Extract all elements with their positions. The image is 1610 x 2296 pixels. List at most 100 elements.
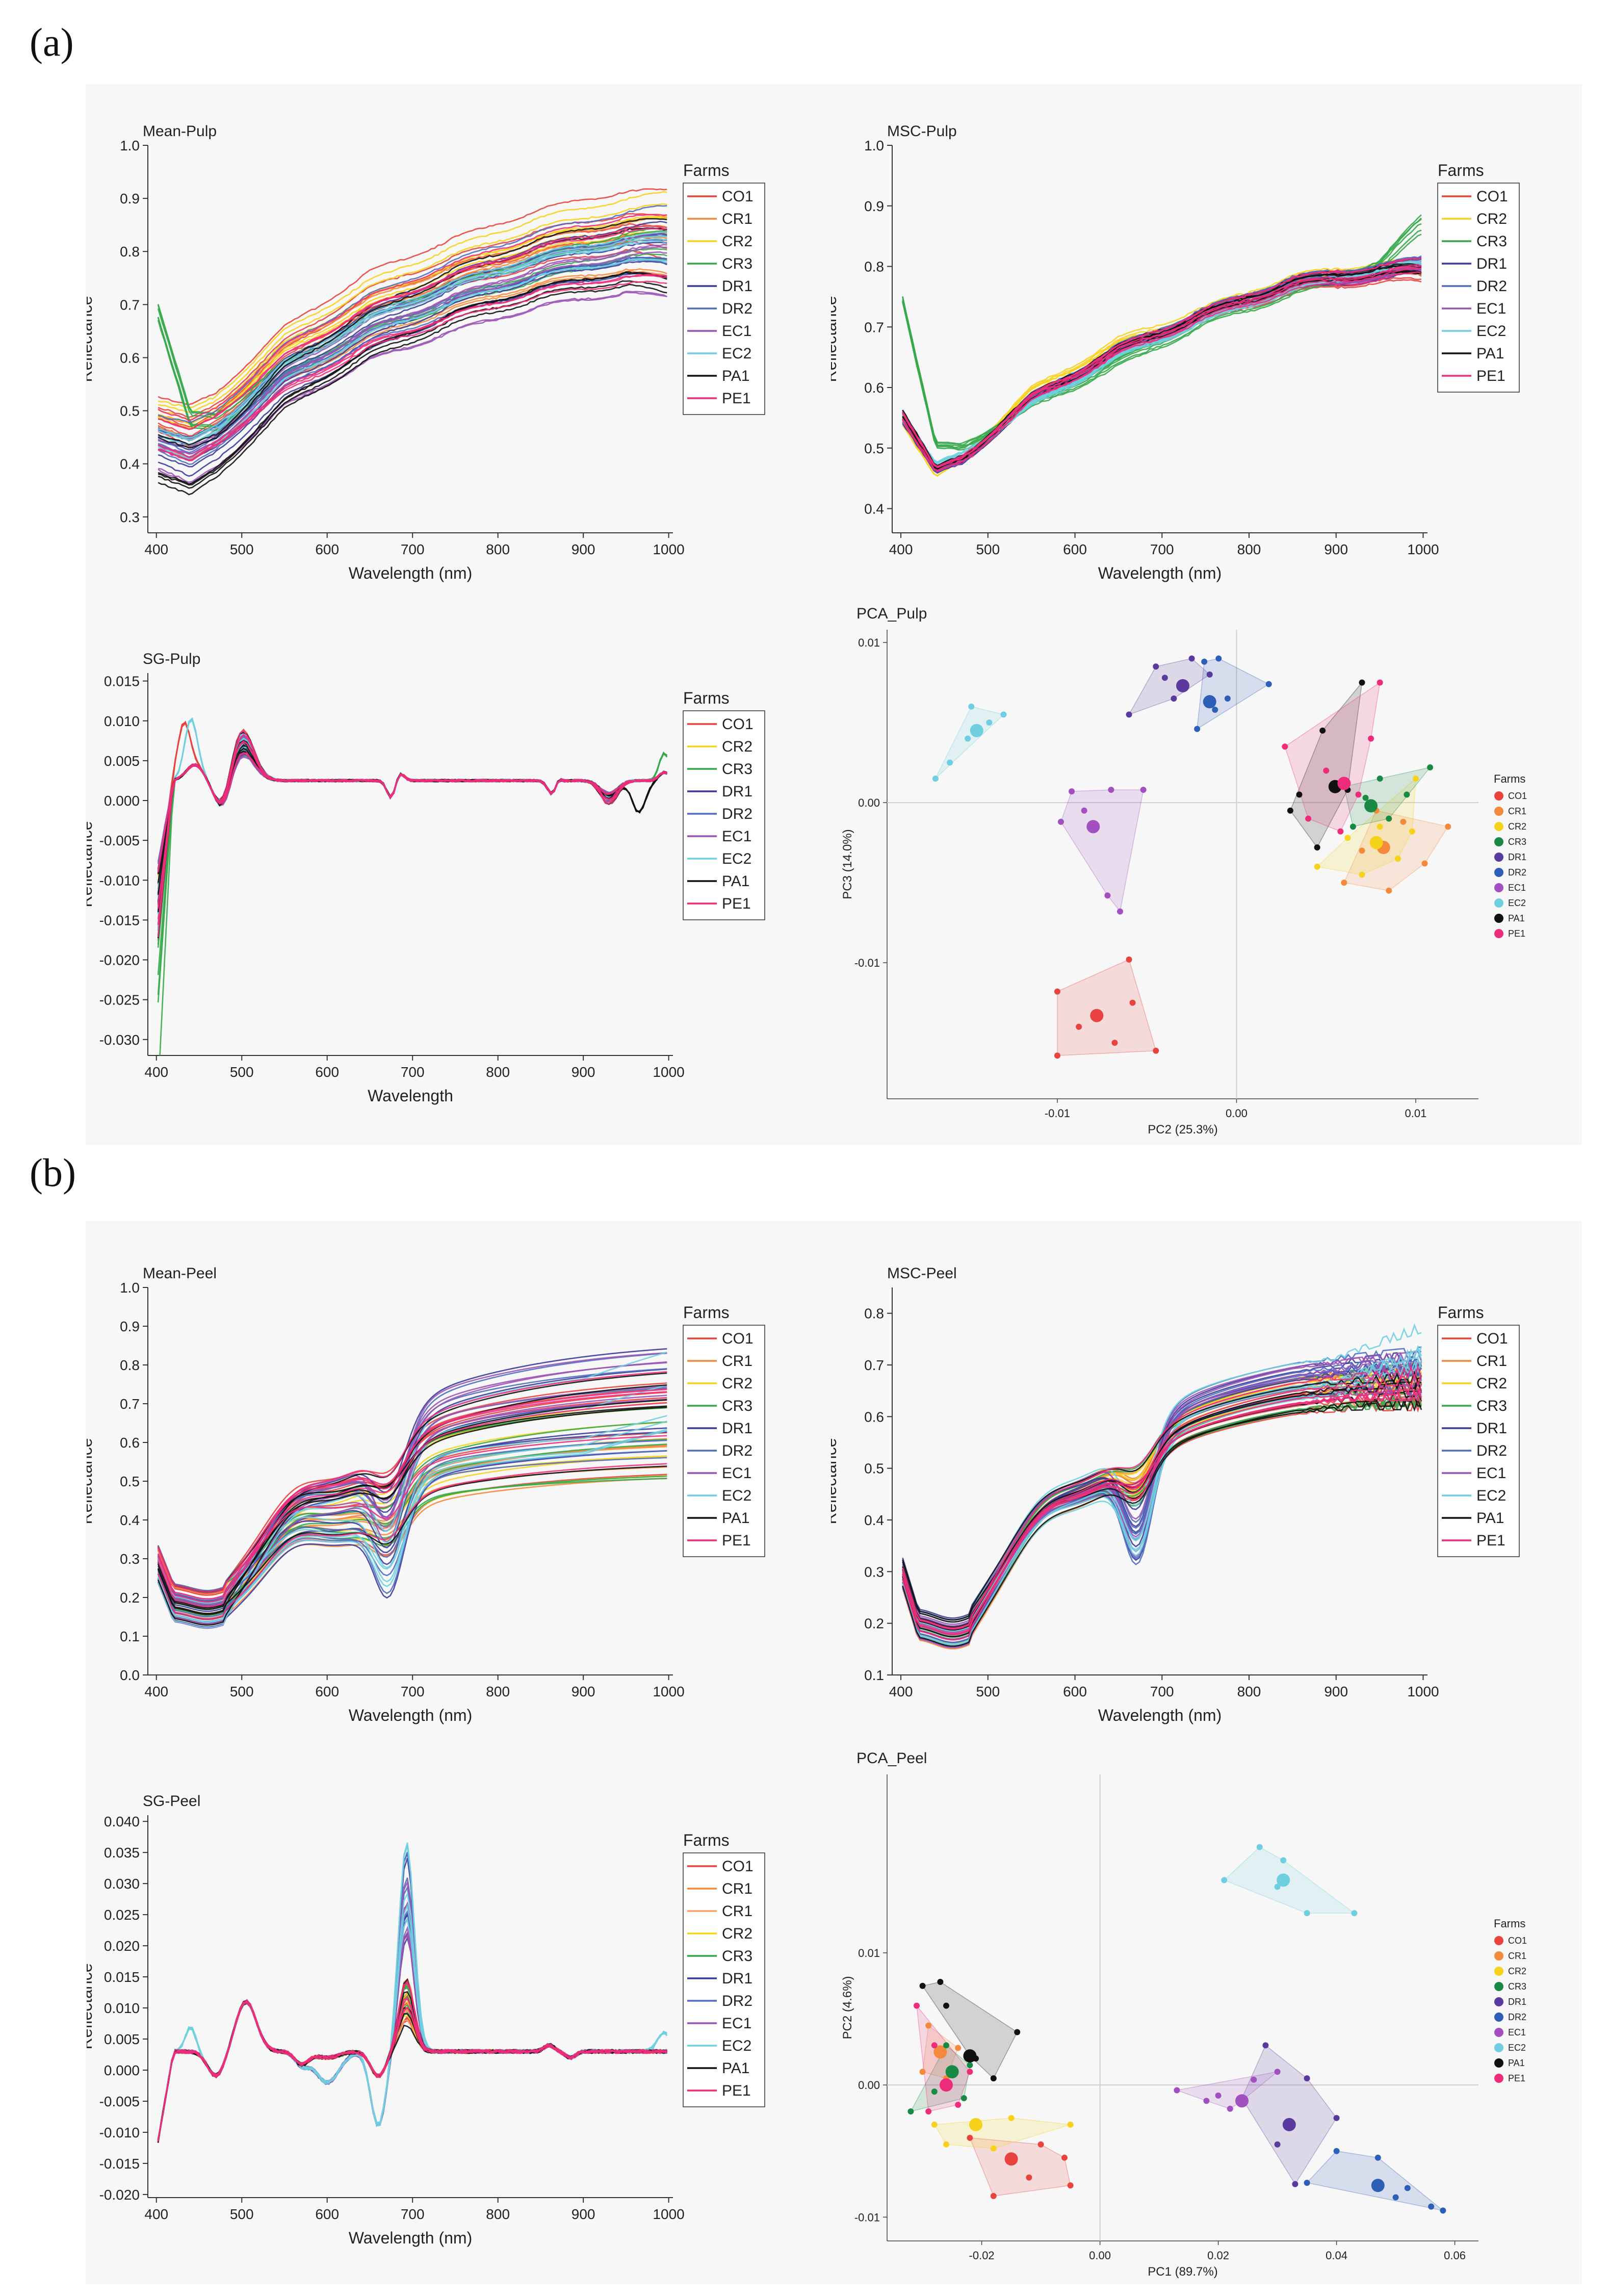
spectrum-line-dr1: [158, 260, 667, 468]
chart-title: MSC-Pulp: [887, 123, 957, 140]
legend-label-ec1: EC1: [722, 1465, 751, 1482]
chart-title: Mean-Pulp: [143, 123, 217, 140]
y-tick-label: 0.1: [120, 1629, 140, 1644]
y-tick-label: 0.4: [864, 1512, 884, 1528]
spectrum-line-co1: [158, 188, 667, 405]
legend-label-dr2: DR2: [1508, 867, 1526, 878]
spectra-group: [157, 1348, 667, 1629]
point-cr1: [1359, 847, 1365, 854]
point-co1: [1054, 1052, 1060, 1059]
spectrum-line-pa1: [902, 1371, 1422, 1621]
spectrum-line-pe1: [902, 267, 1422, 472]
y-tick-label: 0.7: [864, 1357, 884, 1373]
point-cr2: [1412, 776, 1419, 782]
y-tick-label: 0.5: [120, 403, 140, 419]
x-tick-label: 0.02: [1207, 2249, 1229, 2262]
legend-label-cr3: CR3: [722, 255, 752, 272]
legend-label-cr1: CR1: [722, 1903, 752, 1920]
point-pe1: [1337, 828, 1344, 835]
legend-marker-co1: [1494, 791, 1503, 801]
y-tick-label: 0.1: [864, 1667, 884, 1683]
point-co1: [1126, 956, 1132, 963]
y-tick-label: 0.2: [864, 1616, 884, 1632]
centroid-dr1: [1176, 679, 1189, 692]
legend-label-dr2: DR2: [722, 1993, 752, 2009]
spectrum-line-pe1: [157, 740, 667, 909]
point-cr1: [1445, 823, 1451, 830]
point-pa1: [1296, 791, 1303, 798]
point-pa1: [1014, 2029, 1021, 2035]
hull-dr1: [1128, 658, 1210, 715]
legend-label-cr3: CR3: [722, 1948, 752, 1965]
point-ec1: [1104, 892, 1111, 899]
centroid-pa1: [963, 2049, 977, 2063]
hull-dr1: [1241, 2045, 1337, 2185]
y-tick-label: -0.005: [99, 2094, 140, 2109]
legend-label-cr2: CR2: [1476, 211, 1507, 227]
point-pe1: [1323, 767, 1330, 774]
point-cr2: [1344, 835, 1351, 841]
point-cr2: [1008, 2114, 1015, 2121]
mean-peel-chart: Mean-Peel 400 500 600 700 800 900 1000 0.0 0.1 0.2…: [87, 1265, 765, 1724]
point-cr2: [1409, 828, 1415, 835]
spectrum-line-ec2: [902, 261, 1422, 464]
point-ec2: [1000, 711, 1007, 718]
y-tick-label: 0.3: [120, 509, 140, 525]
x-tick-label: 700: [1150, 1684, 1174, 1699]
spectrum-line-cr2: [158, 191, 667, 408]
y-axis-label: Reflectance: [87, 821, 95, 908]
x-tick-label: 500: [230, 541, 254, 557]
point-ec1: [1274, 2069, 1281, 2075]
legend-label-dr2: DR2: [722, 300, 752, 317]
spectrum-line-pe1: [902, 1365, 1422, 1630]
x-tick-label: 900: [572, 2206, 595, 2222]
point-cr3: [1386, 815, 1392, 822]
y-tick-label: 0.4: [120, 1512, 140, 1528]
point-co1: [1061, 2154, 1068, 2161]
legend-marker-ec2: [1494, 898, 1503, 908]
spectrum-line-dr2: [902, 1385, 1422, 1621]
legend-label-cr2: CR2: [1476, 1375, 1507, 1392]
point-co1: [967, 2134, 973, 2141]
legend-marker-dr1: [1494, 1997, 1503, 2006]
legend-marker-cr1: [1494, 807, 1503, 816]
point-cr3: [1377, 776, 1383, 782]
point-ec1: [1108, 786, 1114, 793]
centroid-dr2: [1371, 2179, 1385, 2192]
point-dr1: [1304, 2075, 1310, 2082]
point-cr3: [1349, 823, 1356, 830]
point-pa1: [1287, 807, 1293, 814]
legend-label-cr3: CR3: [722, 1398, 752, 1414]
y-tick-label: 0.015: [104, 674, 140, 689]
point-cr2: [1359, 871, 1365, 878]
x-tick-label: 400: [889, 1684, 913, 1699]
centroid-cr1: [933, 2045, 947, 2059]
legend-label-pa1: PA1: [1476, 1510, 1504, 1527]
legend-label-dr1: DR1: [1508, 852, 1526, 862]
y-tick-label: 1.0: [120, 138, 140, 153]
y-tick-label: 0.7: [864, 319, 884, 335]
legend-label-co1: CO1: [722, 716, 754, 733]
spectrum-line-ec2: [157, 1842, 667, 2142]
chart-title: Mean-Peel: [143, 1265, 217, 1282]
spectrum-line-pe1: [158, 225, 667, 430]
point-pa1: [937, 1978, 944, 1985]
legend-label-dr2: DR2: [722, 806, 752, 822]
legend-label-cr3: CR3: [722, 761, 752, 778]
x-tick-label: 1000: [653, 1064, 684, 1080]
legend-title: Farms: [1494, 772, 1525, 785]
legend-marker-ec1: [1494, 2028, 1503, 2037]
y-axis-label: Reflectance: [87, 1438, 95, 1525]
x-axis-label: Wavelength (nm): [349, 1706, 472, 1724]
y-tick-label: 0.020: [104, 1938, 140, 1954]
y-tick-label: -0.010: [99, 2125, 140, 2140]
legend-label-pe1: PE1: [1508, 928, 1525, 939]
point-pa1: [990, 2075, 997, 2082]
spectra-group: [902, 214, 1422, 477]
y-tick-label: 0.00: [858, 2079, 880, 2092]
centroid-cr2: [1369, 836, 1383, 849]
x-tick-label: -0.01: [1045, 1107, 1070, 1120]
point-ec1: [1081, 807, 1087, 814]
x-tick-label: 500: [230, 2206, 254, 2222]
point-ec1: [1251, 2076, 1257, 2083]
